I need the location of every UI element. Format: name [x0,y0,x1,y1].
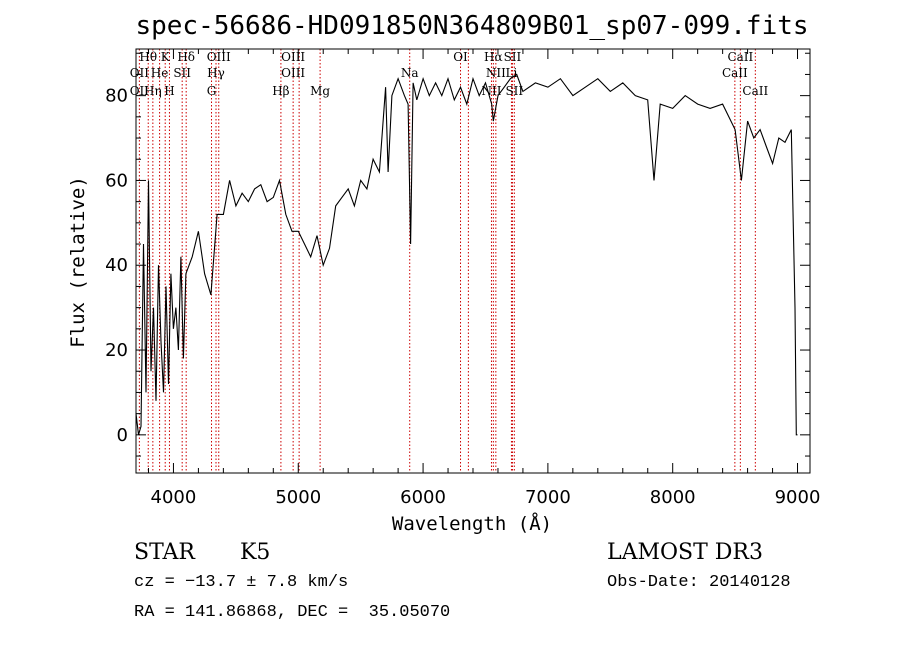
plot-frame [135,48,811,474]
spectral-line-label: OII [130,66,150,80]
spectral-line-label: Hγ [207,66,225,80]
x-tick-label: 6000 [400,487,446,508]
spectral-line-label: SII [173,66,191,80]
y-tick-label: 20 [105,340,128,361]
spectral-line-label: SII [505,84,523,98]
spectral-line-label: CaII [742,84,768,98]
y-tick-label: 40 [105,255,128,276]
chart-title: spec-56686-HD091850N364809B01_sp07-099.f… [135,11,808,41]
spectral-line-label: Li [506,66,518,80]
spectral-line-label: K [161,50,171,64]
spectral-line-label: CaII [727,50,753,64]
spectral-line-label: OIII [281,66,305,80]
flux-series-line [135,73,798,436]
spectral-line-label: G [207,84,217,98]
spectral-line-label: Mg [310,84,330,98]
spectral-line-label: OI [453,50,468,64]
spectral-line-label: Hα [484,50,503,64]
subclass: K5 [240,540,271,565]
spectral-line-label: Hθ [139,50,157,64]
spectral-line-label: H [164,84,174,98]
spectral-line-label: OIII [207,50,231,64]
obs-date: Obs-Date: 20140128 [607,573,791,592]
y-tick-label: 80 [105,86,128,107]
marker-lines [138,49,756,473]
x-tick-label: 4000 [151,487,197,508]
spectral-line-label: Hβ [272,84,289,98]
spectral-line-label: Na [401,66,419,80]
survey-name: LAMOST DR3 [607,540,763,565]
spectral-line-label: SII [504,50,522,64]
y-tick-label: 60 [105,170,128,191]
spectral-line-label: Hη [144,84,162,98]
x-tick-label: 7000 [525,487,571,508]
coordinates: RA = 141.86868, DEC = 35.05070 [134,603,451,622]
spectral-line-label: CaII [722,66,748,80]
y-axis-label: Flux (relative) [67,176,89,348]
x-tick-label: 9000 [775,487,821,508]
spectral-line-label: NII [486,66,506,80]
x-axis-ticks: 4000 5000 6000 7000 8000 9000 [147,49,821,508]
x-axis-label: Wavelength (Å) [392,512,552,535]
y-tick-label: 0 [117,425,128,446]
redshift-cz: cz = −13.7 ± 7.8 km/s [134,573,349,592]
y-axis-ticks: 0 20 40 60 80 [105,52,810,457]
spectral-line-label: OII [130,84,150,98]
spectral-line-label: Hδ [177,50,195,64]
x-tick-label: 5000 [275,487,321,508]
spectral-line-label: OIII [281,50,305,64]
spectral-line-label: He [151,66,169,80]
x-tick-label: 8000 [650,487,696,508]
object-type: STAR [134,540,195,565]
